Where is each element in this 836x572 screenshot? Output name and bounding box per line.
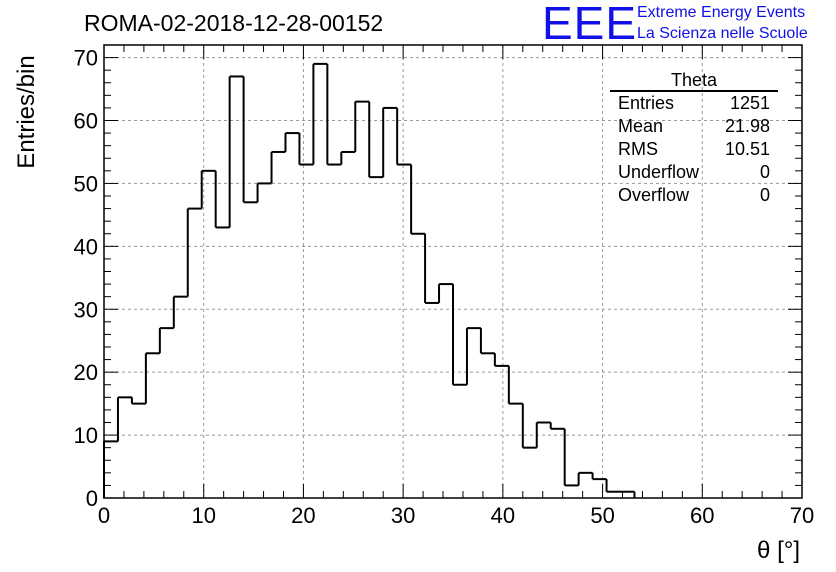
logo-line-1: Extreme Energy Events	[637, 4, 806, 21]
y-tick-label: 50	[74, 171, 98, 196]
stats-label: Entries	[618, 93, 675, 113]
eee-logo: EEE	[542, 0, 638, 49]
y-tick-label: 40	[74, 234, 98, 259]
stats-row-mean: Mean 21.98	[610, 115, 778, 138]
stats-label: Overflow	[618, 185, 690, 205]
x-tick-label: 40	[491, 503, 515, 528]
y-tick-label: 0	[86, 486, 98, 511]
x-tick-label: 10	[191, 503, 215, 528]
stats-value: 0	[759, 185, 770, 205]
x-tick-label: 0	[98, 503, 110, 528]
x-tick-label: 30	[391, 503, 415, 528]
stats-row-rms: RMS 10.51	[610, 138, 778, 161]
y-axis-label: Entries/bin	[13, 55, 40, 168]
x-tick-label: 50	[590, 503, 614, 528]
stats-row-underflow: Underflow 0	[610, 161, 778, 184]
x-tick-label: 70	[790, 503, 814, 528]
x-axis-label: θ [°]	[757, 537, 800, 564]
y-tick-label: 70	[74, 46, 98, 71]
y-tick-label: 20	[74, 360, 98, 385]
y-tick-label: 30	[74, 297, 98, 322]
stats-box: Theta Entries 1251 Mean 21.98 RMS 10.51 …	[610, 70, 778, 207]
stats-row-entries: Entries 1251	[610, 92, 778, 115]
stats-row-overflow: Overflow 0	[610, 184, 778, 207]
stats-label: Underflow	[618, 162, 700, 182]
y-tick-label: 10	[74, 423, 98, 448]
y-tick-label: 60	[74, 109, 98, 134]
stats-value: 21.98	[724, 116, 770, 136]
x-tick-label: 20	[291, 503, 315, 528]
stats-label: Mean	[618, 116, 664, 136]
logo-line-2: La Scienza nelle Scuole	[637, 25, 808, 42]
stats-value: 0	[759, 162, 770, 182]
stats-value: 1251	[729, 93, 770, 113]
stats-title: Theta	[610, 70, 778, 92]
x-tick-label: 60	[690, 503, 714, 528]
stats-label: RMS	[618, 139, 658, 159]
stats-value: 10.51	[724, 139, 770, 159]
chart-title: ROMA-02-2018-12-28-00152	[84, 10, 384, 36]
